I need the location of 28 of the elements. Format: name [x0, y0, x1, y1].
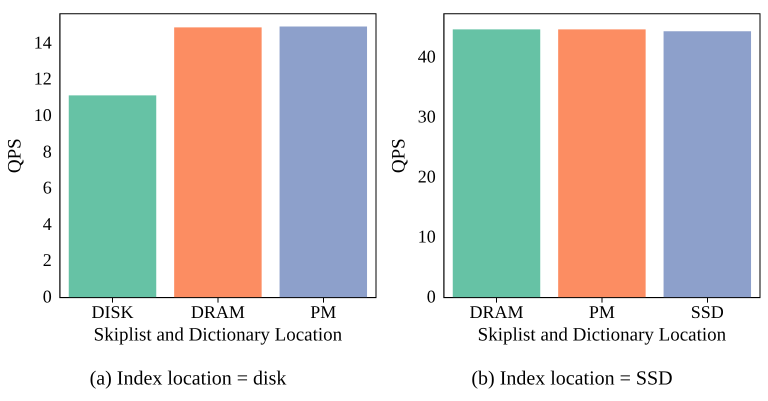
bar	[174, 27, 262, 298]
x-tick-label: PM	[310, 302, 336, 322]
y-tick-label: 4	[42, 214, 52, 234]
y-tick-label: 12	[34, 68, 52, 89]
x-axis-title: Skiplist and Dictionary Location	[94, 324, 343, 346]
y-axis-title: QPS	[388, 138, 410, 174]
y-tick-label: 40	[418, 46, 436, 66]
text: (a) Index location = disk	[90, 367, 286, 390]
y-tick-label: 20	[418, 166, 436, 186]
y-tick-label: 8	[42, 141, 52, 162]
y-tick-label: 0	[42, 286, 52, 306]
x-tick-label: DISK	[91, 302, 134, 322]
text: (b) Index location = SSD	[471, 367, 673, 390]
x-tick-label: DRAM	[190, 302, 245, 322]
bar	[280, 26, 368, 298]
x-tick-label: SSD	[690, 302, 724, 322]
x-tick-label: DRAM	[469, 302, 524, 322]
y-tick-label: 30	[418, 106, 436, 126]
x-tick-label: PM	[588, 302, 615, 322]
y-axis-title: QPS	[4, 138, 26, 174]
y-tick-label: 0	[426, 286, 436, 306]
y-tick-label: 14	[34, 32, 52, 52]
y-tick-label: 6	[42, 178, 52, 198]
x-axis-title: Skiplist and Dictionary Location	[478, 324, 727, 346]
y-tick-label: 10	[34, 104, 52, 125]
bar	[68, 95, 156, 298]
y-tick-label: 2	[42, 250, 52, 270]
y-tick-label: 10	[418, 226, 436, 246]
